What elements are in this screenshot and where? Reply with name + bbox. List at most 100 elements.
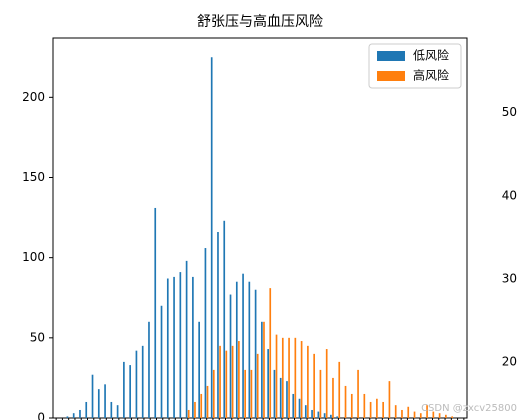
bar [407,406,410,418]
bar [242,273,244,418]
legend-label: 高风险 [413,68,449,83]
bar [438,413,441,418]
watermark: CSDN @zxcv25800 [421,403,517,414]
bar [363,393,366,418]
bar [166,278,169,418]
legend-swatch [377,71,405,81]
bar [279,377,282,418]
bar [194,401,196,418]
bar [323,413,326,418]
bar [426,405,428,418]
bar [357,369,359,418]
bar [116,405,119,418]
chart-title: 舒张压与高血压风险 [197,13,323,30]
bar [223,220,226,418]
bar [332,377,334,418]
bar [185,260,188,418]
bar [235,281,238,418]
bar [91,374,94,418]
bar [445,414,447,418]
bar [325,349,328,418]
bar [97,389,100,418]
bar [298,398,301,418]
bar [129,365,131,418]
y-tick-label: 200 [22,90,45,104]
bar [286,381,288,418]
bar [376,398,378,418]
bar [292,393,295,418]
bar [179,272,182,418]
bar [344,385,347,418]
bar [281,337,284,418]
bar [231,345,234,418]
bar [382,401,384,418]
y-tick-label: 0 [37,411,45,420]
bar [85,401,88,418]
bar [350,393,353,418]
bar [206,385,209,418]
bar [254,289,257,418]
bar [141,345,144,418]
bar [336,416,338,418]
bar [212,369,215,418]
bar [319,369,322,418]
bar [313,353,315,418]
bar [66,416,69,418]
bar [419,413,422,418]
bar [288,337,290,418]
bar [210,57,213,418]
bar [394,405,397,418]
y-tick-label: 20 [502,354,517,368]
bar [256,353,259,418]
bar [330,414,332,418]
bar [123,361,125,418]
bar [198,321,200,418]
bar [317,411,320,418]
bar [225,350,228,418]
legend-label: 低风险 [413,48,449,63]
bar [187,409,190,418]
y-tick-label: 100 [22,250,45,264]
y-tick-label: 50 [30,330,45,344]
y-tick-label: 50 [502,105,517,119]
bar [300,341,303,418]
bar [79,409,81,418]
bar [261,321,263,418]
bar [338,361,341,418]
bar [238,341,240,418]
bar [263,321,265,418]
legend-swatch [377,51,405,61]
bar [219,345,221,418]
bar [451,416,453,418]
bar [229,294,232,418]
bar [72,413,75,418]
y-tick-label: 150 [22,170,45,184]
y-tick-label: 30 [502,271,517,285]
plot-frame [52,37,468,419]
bar [388,381,391,418]
bar [244,369,246,418]
bar [154,207,157,418]
bar [369,401,372,418]
y-tick-label: 40 [502,188,517,202]
bar [135,350,138,418]
bar [307,345,309,418]
bar [248,281,251,418]
bar [110,401,113,418]
bar [160,305,163,418]
bar [304,405,307,418]
bar [273,369,276,418]
bar [173,276,175,418]
bar [217,232,219,418]
bar [204,248,207,418]
bar [413,411,416,418]
bar [192,276,194,418]
bar [294,337,297,418]
bar [432,411,435,418]
bar [200,393,203,418]
bar [401,409,403,418]
bar [275,334,278,418]
bar [148,321,150,418]
bar [269,288,272,418]
